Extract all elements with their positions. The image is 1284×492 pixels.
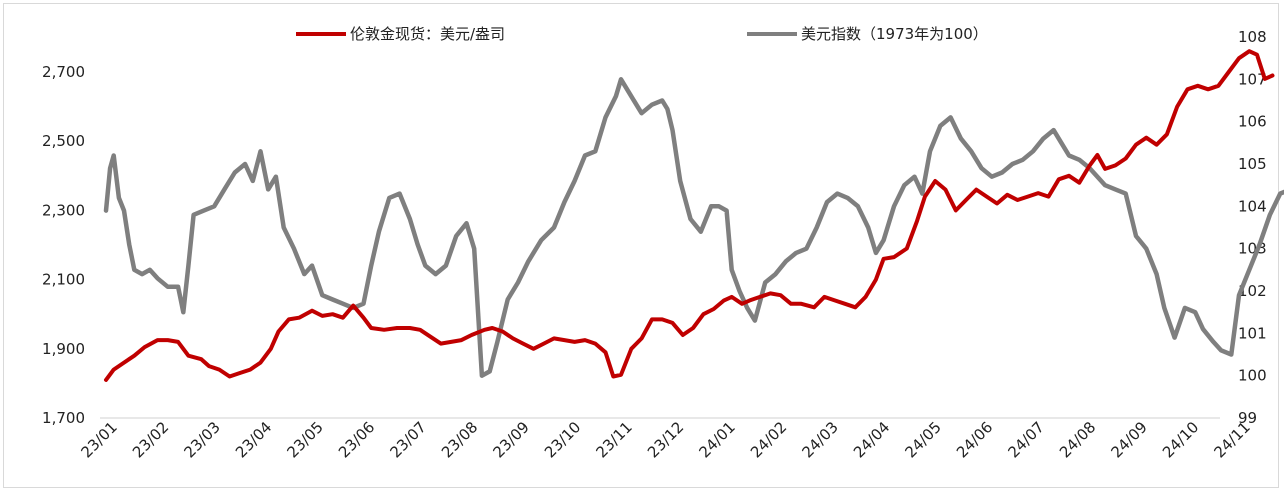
y-right-tick-label: 107 [1238,70,1267,88]
series-gold [104,49,1275,382]
y-left-tick-label: 2,300 [42,201,85,219]
y-right-tick-label: 105 [1238,155,1267,173]
y-right-tick-label: 101 [1238,324,1267,342]
x-tick-label: 24/03 [799,418,842,461]
y-right-tick-label: 108 [1238,28,1267,46]
x-tick-label: 24/07 [1005,418,1048,461]
chart-frame [3,3,1279,488]
x-tick-label: 24/04 [850,418,893,461]
y-left-tick-label: 2,700 [42,63,85,81]
x-tick-label: 24/11 [1211,418,1254,461]
dollar-index-line [103,77,1284,378]
x-tick-label: 23/10 [541,418,584,461]
x-tick-label: 23/03 [181,418,224,461]
y-right-tick-label: 99 [1238,409,1257,427]
x-tick-label: 23/09 [490,418,533,461]
legend-label-dxy: 美元指数（1973年为100） [801,25,988,43]
x-tick-label: 23/06 [335,418,378,461]
y-right-tick-label: 102 [1238,282,1267,300]
gold-price-line [104,49,1275,382]
x-tick-label: 23/11 [593,418,636,461]
y-left-tick-label: 1,700 [42,409,85,427]
legend-label-gold: 伦敦金现货：美元/盎司 [350,25,505,43]
x-tick-label: 24/10 [1159,418,1202,461]
y-right-tick-label: 106 [1238,113,1267,131]
y-left-tick-label: 1,900 [42,340,85,358]
x-tick-label: 23/08 [438,418,481,461]
x-tick-label: 23/04 [232,418,275,461]
y-right-tick-label: 104 [1238,197,1267,215]
x-tick-label: 24/05 [902,418,945,461]
y-right-tick-label: 100 [1238,367,1267,385]
x-tick-label: 24/06 [953,418,996,461]
x-tick-label: 23/12 [644,418,687,461]
axes: 1,700 1,900 2,100 2,300 2,500 2,700 99 100 101 10… [42,28,1267,461]
x-tick-label: 24/02 [747,418,790,461]
x-tick-label: 24/09 [1108,418,1151,461]
x-tick-label: 24/01 [696,418,739,461]
y-left-tick-label: 2,500 [42,132,85,150]
legend: 伦敦金现货：美元/盎司 美元指数（1973年为100） [296,25,988,43]
x-tick-label: 23/05 [284,418,327,461]
x-tick-label: 23/07 [387,418,430,461]
y-left-tick-label: 2,100 [42,271,85,289]
series-dxy [103,77,1284,378]
x-tick-label: 24/08 [1056,418,1099,461]
x-tick-label: 23/02 [129,418,172,461]
